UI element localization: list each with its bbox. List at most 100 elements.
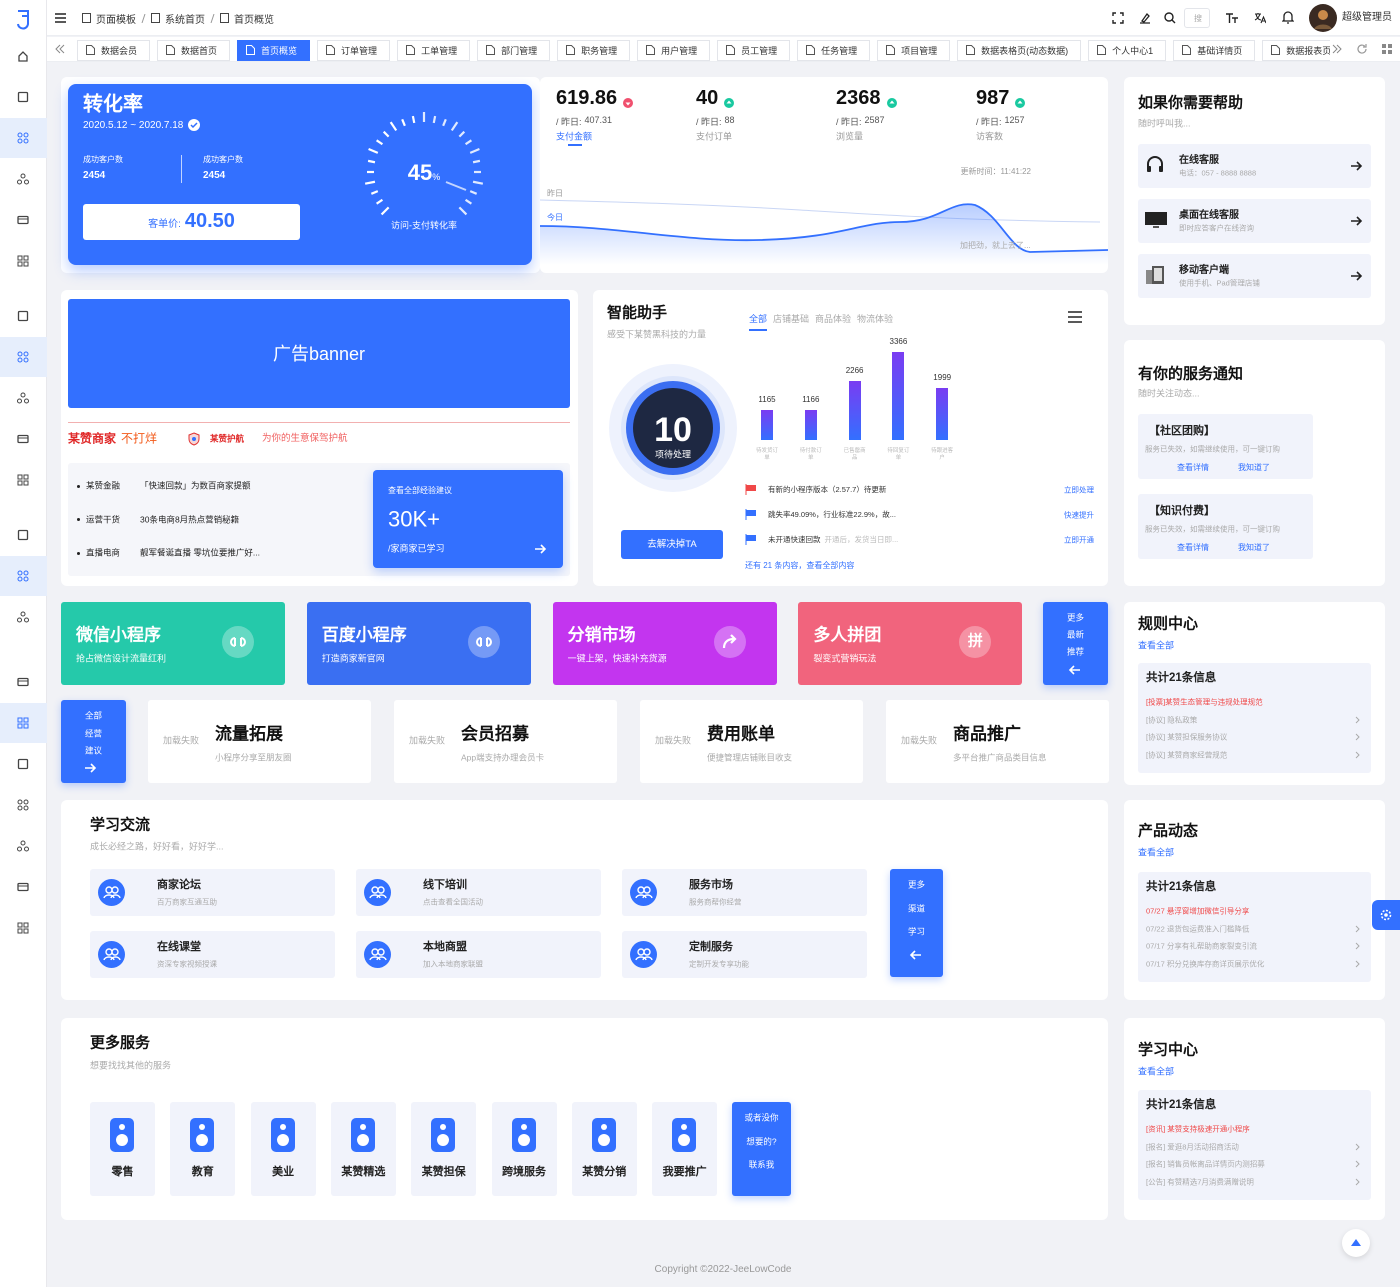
icon-shape	[406, 45, 416, 55]
news-text[interactable]: 30条电商8月热点营销秘籍	[140, 514, 240, 525]
tab[interactable]: 数据表格页(动态数据)	[957, 39, 1082, 61]
tab[interactable]: 职务管理	[557, 39, 631, 61]
icon-shape	[17, 215, 29, 225]
icon-shape	[406, 45, 416, 55]
sidebar-active	[0, 556, 47, 596]
service-item[interactable]: 零售	[90, 1102, 155, 1196]
tab[interactable]: 数据首页	[157, 39, 231, 61]
feature-card[interactable]: 加载失败 费用账单 便捷管理店铺账目收支	[640, 700, 863, 783]
feature-card[interactable]: 加载失败 商品推广 多平台推广商品类目信息	[886, 700, 1109, 783]
notice-link[interactable]: 查看详情	[1177, 463, 1209, 472]
assistant-tab[interactable]: 全部	[749, 312, 768, 331]
info-item[interactable]: 07/17 积分兑换库存商详页展示优化	[1146, 959, 1265, 969]
task-action[interactable]: 快速提升	[1064, 510, 1094, 520]
assistant-tab[interactable]: 物流体验	[857, 314, 894, 324]
app-card[interactable]: 多人拼团 裂变式营销玩法 拼	[798, 602, 1023, 685]
contact-box[interactable]: 或者没你 想要的? 联系我	[732, 1102, 791, 1196]
info-item[interactable]: 07/22 退货包运费准入门槛降低	[1146, 923, 1250, 933]
task-action[interactable]: 立即开通	[1064, 535, 1094, 545]
learning-item[interactable]: 商家论坛 百万商家互通互助	[90, 869, 335, 916]
service-item[interactable]: 某赞精选	[330, 1102, 396, 1196]
view-all-link[interactable]: 查看全部	[1138, 640, 1175, 651]
tab[interactable]: 项目管理	[877, 39, 951, 61]
overview-value: 40	[696, 86, 719, 109]
learning-item[interactable]: 线下培训 点击查看全国活动	[356, 869, 601, 916]
help-item[interactable]: 桌面在线客服 即时应答客户在线咨询	[1138, 199, 1371, 243]
feature-card[interactable]: 加载失败 流量拓展 小程序分享至朋友圈	[148, 700, 371, 783]
service-item[interactable]: 某赞分销	[571, 1102, 637, 1196]
overview-label[interactable]: 支付金额	[556, 131, 593, 142]
info-item[interactable]: [协议] 某赞商家经营规范	[1146, 750, 1228, 760]
promo-box[interactable]: 查看全部经验建议 30K+ /家商家已学习	[373, 470, 563, 568]
info-item[interactable]: [公告] 有赞精选7月消费满赠说明	[1146, 1177, 1254, 1187]
learning-more[interactable]: 更多 渠道 学习	[890, 869, 943, 977]
info-item[interactable]: 07/27 悬浮窗增加微信引导分享	[1146, 906, 1250, 916]
tab[interactable]: 用户管理	[637, 39, 711, 61]
tab[interactable]: 数据报表页	[1262, 39, 1330, 61]
notice-link[interactable]: 我知道了	[1238, 463, 1270, 472]
breadcrumb-item[interactable]: 页面模板	[96, 14, 136, 26]
learning-item[interactable]: 在线课堂 资深专家视频授课	[90, 931, 335, 978]
learning-item[interactable]: 服务市场 服务商帮你经营	[622, 869, 867, 916]
back-to-top[interactable]	[1342, 1229, 1370, 1257]
info-item[interactable]: [协议] 隐私政策	[1146, 714, 1198, 724]
view-all-link[interactable]: 查看全部	[1138, 1066, 1175, 1077]
learning-item[interactable]: 定制服务 定制开发专享功能	[622, 931, 867, 978]
tab[interactable]: 个人中心1	[1088, 39, 1167, 61]
tab[interactable]: 部门管理	[477, 39, 551, 61]
assistant-tab[interactable]: 商品体验	[815, 314, 852, 324]
tab[interactable]: 任务管理	[797, 39, 871, 61]
icon-shape	[359, 1124, 366, 1130]
app-card[interactable]: 百度小程序 打造商家新官网	[306, 602, 531, 685]
service-item[interactable]: 跨境服务	[491, 1102, 557, 1196]
help-item[interactable]: 移动客户端 使用手机、Pad管理店铺	[1138, 254, 1371, 298]
ad-banner[interactable]: 广告banner	[68, 299, 570, 408]
icon-shape	[85, 763, 97, 773]
icon-shape	[82, 13, 91, 23]
news-text[interactable]: 靓军餐诞直播 零坑位要推广好...	[140, 547, 260, 558]
info-item[interactable]: [资讯] 某赞支持极速开通小程序	[1146, 1124, 1250, 1134]
service-item[interactable]: 教育	[170, 1102, 236, 1196]
news-text[interactable]: 「快速回款」为数百商家提额	[140, 480, 251, 491]
tab[interactable]: 订单管理	[317, 39, 391, 61]
help-item[interactable]: 在线客服 电话：057 - 8888 8888	[1138, 144, 1371, 188]
apps-more[interactable]: 更多 最新 推荐	[1043, 602, 1108, 685]
info-item[interactable]: [投票]某赞生态管理与违规处理规范	[1146, 697, 1263, 707]
icon-shape	[469, 190, 478, 195]
notice-link[interactable]: 查看详情	[1177, 543, 1209, 552]
update-time: 更新时间：11:41:22	[960, 167, 1031, 176]
resolve-button[interactable]: 去解决掉TA	[621, 530, 723, 559]
service-label: 我要推广	[662, 1166, 707, 1179]
breadcrumb-icon	[82, 13, 91, 23]
app-card[interactable]: 微信小程序 抢占微信设计流量红利	[61, 602, 285, 685]
feature-card[interactable]: 加载失败 会员招募 App端支持办理会员卡	[394, 700, 617, 783]
view-all-link[interactable]: 查看全部	[1138, 847, 1175, 858]
service-item[interactable]: 某赞担保	[411, 1102, 477, 1196]
help-arrow	[1349, 159, 1363, 173]
user-name[interactable]: 超级管理员	[1342, 11, 1392, 23]
tab[interactable]: 基础详情页	[1173, 39, 1256, 61]
assistant-footer[interactable]: 还有 21 条内容，查看全部内容	[745, 561, 855, 570]
info-item[interactable]: [报名] 爱逛8月活动招商活动	[1146, 1141, 1239, 1151]
service-item[interactable]: 我要推广	[652, 1102, 718, 1196]
service-item[interactable]: 美业	[250, 1102, 316, 1196]
notice-link[interactable]: 我知道了	[1238, 543, 1270, 552]
icon-shape	[681, 1124, 688, 1130]
breadcrumb-item[interactable]: 首页概览	[234, 14, 274, 26]
tab[interactable]: 工单管理	[397, 39, 471, 61]
tab[interactable]: 数据会员	[77, 39, 151, 61]
features-more[interactable]: 全部 经营 建议	[61, 700, 126, 783]
tab[interactable]: 员工管理	[717, 39, 791, 61]
assistant-tab[interactable]: 店铺基础	[773, 314, 810, 324]
settings-button[interactable]	[1372, 900, 1400, 930]
info-item[interactable]: [协议] 某赞担保服务协议	[1146, 732, 1228, 742]
breadcrumb-item[interactable]: 系统首页	[165, 14, 205, 26]
learning-item[interactable]: 本地商盟 加入本地商家联盟	[356, 931, 601, 978]
tab[interactable]: 首页概览	[237, 39, 311, 61]
search-input[interactable]: 搜	[1184, 8, 1210, 28]
info-item[interactable]: 07/17 分享有礼帮助商家裂变引流	[1146, 941, 1257, 951]
info-item[interactable]: [报名] 销售员帐离品详情页内测招募	[1146, 1159, 1265, 1169]
task-action[interactable]: 立即处理	[1064, 485, 1094, 495]
icon-shape	[1153, 226, 1159, 228]
app-card[interactable]: 分销市场 一键上架，快速补充货源	[552, 602, 777, 685]
